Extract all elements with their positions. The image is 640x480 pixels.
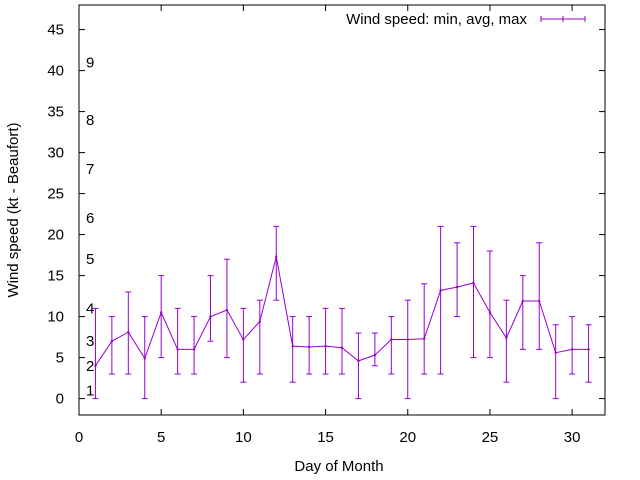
beaufort-label: 7 <box>86 161 94 178</box>
error-bar <box>256 299 263 375</box>
error-bar <box>273 225 280 301</box>
error-bar <box>371 332 378 367</box>
avg-point <box>373 353 377 357</box>
y-tick-label: 0 <box>56 391 64 408</box>
avg-point <box>324 344 327 348</box>
avg-point <box>291 344 294 348</box>
plot-frame <box>78 4 606 416</box>
legend: Wind speed: min, avg, max <box>346 11 586 28</box>
avg-point <box>455 285 459 289</box>
avg-point <box>209 315 212 318</box>
beaufort-label: 5 <box>86 251 94 268</box>
avg-point <box>488 311 492 314</box>
avg-point <box>538 299 541 303</box>
avg-point <box>275 255 278 258</box>
x-tick-label: 0 <box>75 429 83 446</box>
error-bar <box>207 275 214 342</box>
avg-point <box>472 281 475 285</box>
error-bar <box>223 258 230 359</box>
avg-point <box>225 308 229 312</box>
beaufort-label: 6 <box>86 210 94 227</box>
y-tick-label: 10 <box>47 309 64 326</box>
x-tick-label: 5 <box>157 429 165 446</box>
avg-point <box>192 348 196 351</box>
error-bar <box>585 324 592 383</box>
avg-point <box>439 289 442 292</box>
series-layer <box>92 225 592 400</box>
avg-point <box>422 337 426 340</box>
avg-point <box>505 336 508 340</box>
avg-point <box>340 346 344 349</box>
beaufort-label: 1 <box>86 382 94 399</box>
avg-point <box>143 357 146 360</box>
avg-point <box>258 320 262 323</box>
error-bar <box>191 316 198 375</box>
avg-point <box>242 338 245 341</box>
beaufort-label: 8 <box>86 112 94 129</box>
x-tick-label: 15 <box>317 429 334 446</box>
error-bar <box>339 307 345 375</box>
avg-point <box>127 330 130 334</box>
avg-point <box>406 338 409 341</box>
error-bar <box>437 225 444 375</box>
avg-point <box>554 351 557 354</box>
y-tick-label: 45 <box>47 22 64 39</box>
error-bar <box>388 316 395 375</box>
y-axis-label: Wind speed (kt - Beaufort) <box>5 122 22 297</box>
avg-point <box>570 348 574 351</box>
error-bar <box>421 283 428 375</box>
beaufort-label: 2 <box>86 358 94 375</box>
error-bar <box>108 316 115 375</box>
beaufort-label: 3 <box>86 333 94 350</box>
error-bar <box>503 299 510 383</box>
error-bar <box>322 307 329 375</box>
error-bar <box>552 324 559 400</box>
y-tick-label: 5 <box>56 350 64 367</box>
avg-point <box>159 311 163 314</box>
x-tick-label: 25 <box>482 429 499 446</box>
avg-point <box>357 359 360 363</box>
error-bar <box>536 242 543 350</box>
x-axis-label: Day of Month <box>294 458 383 475</box>
error-bar <box>174 307 181 375</box>
error-bar <box>306 316 313 375</box>
y-tick-label: 15 <box>47 268 64 285</box>
x-tick-label: 20 <box>399 429 416 446</box>
error-bar <box>404 299 411 400</box>
error-bar <box>454 242 461 318</box>
y-tick-label: 40 <box>47 63 64 80</box>
y-tick-label: 25 <box>47 186 64 203</box>
avg-point <box>307 345 311 349</box>
error-bar <box>355 332 362 400</box>
error-bar <box>486 250 493 359</box>
avg-point <box>94 364 97 367</box>
x-tick-label: 10 <box>235 429 252 446</box>
beaufort-label: 4 <box>86 300 94 317</box>
error-bar <box>569 316 576 375</box>
avg-point <box>390 338 393 341</box>
error-bar <box>470 225 477 359</box>
x-tick-label: 30 <box>564 429 581 446</box>
error-bar <box>240 307 247 383</box>
avg-point <box>176 348 179 351</box>
y-tick-label: 20 <box>47 227 64 244</box>
y-tick-label: 35 <box>47 104 64 121</box>
avg-point <box>521 299 525 303</box>
avg-point <box>587 348 590 351</box>
error-bar <box>158 275 165 359</box>
avg-point <box>110 340 114 343</box>
beaufort-label: 9 <box>86 54 94 71</box>
legend-label: Wind speed: min, avg, max <box>346 11 527 28</box>
error-bar <box>289 316 296 383</box>
y-tick-label: 30 <box>47 145 64 162</box>
error-bar <box>92 307 99 400</box>
error-bar <box>519 275 526 350</box>
